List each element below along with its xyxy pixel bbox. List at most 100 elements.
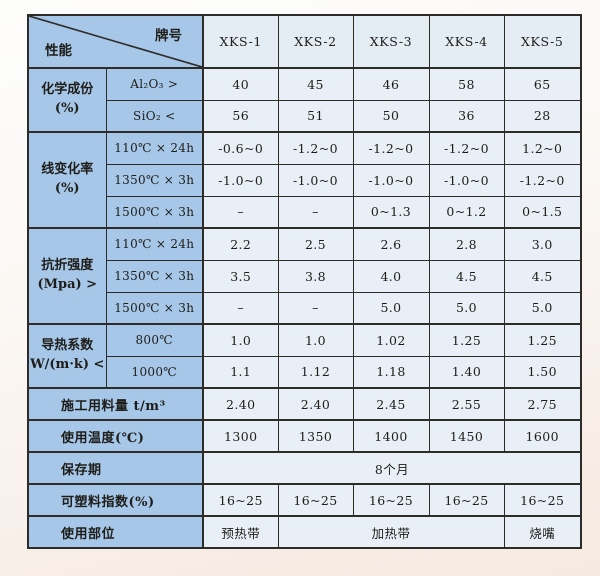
cell: 16~25 [277, 483, 354, 517]
cell: 2.55 [428, 387, 505, 421]
group-label-flexural-strength: 抗折强度 (Mpa) > [27, 227, 107, 325]
cell: -1.2~0 [428, 131, 505, 165]
cell: 36 [428, 99, 505, 133]
sub-label: 1500℃ × 3h [105, 291, 204, 325]
cell: 5.0 [503, 291, 582, 325]
table-row: 可塑料指数(%) 16~25 16~25 16~25 16~25 16~25 [27, 483, 582, 517]
table-row: 1000℃ 1.1 1.12 1.18 1.40 1.50 [28, 355, 582, 389]
cell: 40 [202, 67, 279, 101]
column-header-xks2: XKS-2 [277, 14, 354, 69]
row-label-service-temperature: 使用温度(℃) [27, 419, 204, 453]
sub-label: 1350℃ × 3h [105, 259, 204, 293]
cell: 5.0 [352, 291, 430, 325]
cell: 58 [428, 67, 505, 101]
cell: 16~25 [503, 483, 582, 517]
table-row: 导热系数 W/(m·k) < 800℃ 1.0 1.0 1.02 1.25 1.… [27, 323, 582, 389]
sub-label: Al₂O₃ > [105, 67, 204, 101]
column-header-xks4: XKS-4 [428, 14, 505, 69]
cell: 46 [352, 67, 430, 101]
table-row: 1350℃ × 3h -1.0~0 -1.0~0 -1.0~0 -1.0~0 -… [28, 163, 582, 197]
sub-label: 800℃ [105, 323, 204, 357]
cell: 51 [277, 99, 354, 133]
row-label-usage-amount: 施工用料量 t/m³ [27, 387, 204, 421]
header-brand-label: 牌号 [155, 28, 182, 44]
cell: 56 [202, 99, 279, 133]
table-row: 线变化率 (%) 110℃ × 24h -0.6~0 -1.2~0 -1.2~0… [27, 131, 582, 229]
cell: 0~1.5 [503, 195, 582, 229]
cell: 2.8 [428, 227, 505, 261]
cell: 50 [352, 99, 430, 133]
cell: -1.2~0 [352, 131, 430, 165]
group-label-chemical: 化学成份 (%) [27, 67, 107, 133]
cell: 2.40 [277, 387, 354, 421]
cell: 65 [503, 67, 582, 101]
table-row: 1500℃ × 3h – – 0~1.3 0~1.2 0~1.5 [28, 195, 582, 229]
cell: – [277, 291, 354, 325]
cell: – [202, 291, 279, 325]
application-zone-preheating: 预热带 [202, 515, 279, 549]
cell: 3.5 [202, 259, 279, 293]
column-header-xks3: XKS-3 [352, 14, 430, 69]
cell: 1.0 [277, 323, 354, 357]
cell: 1.18 [352, 355, 430, 389]
cell: 1350 [277, 419, 354, 453]
cell: 1.25 [503, 323, 582, 357]
cell: 1300 [202, 419, 279, 453]
cell: -0.6~0 [202, 131, 279, 165]
cell: 1.0 [202, 323, 279, 357]
table-row: 1350℃ × 3h 3.5 3.8 4.0 4.5 4.5 [28, 259, 582, 293]
sub-label: 1500℃ × 3h [105, 195, 204, 229]
spec-table: 牌号 性能 XKS-1 XKS-2 XKS-3 XKS-4 XKS-5 化学成份… [27, 14, 582, 549]
cell: 2.40 [202, 387, 279, 421]
cell: 1.1 [202, 355, 279, 389]
cell: 0~1.3 [352, 195, 430, 229]
cell: 4.5 [503, 259, 582, 293]
cell: 0~1.2 [428, 195, 505, 229]
cell: 4.5 [428, 259, 505, 293]
row-label-shelf-life: 保存期 [27, 451, 204, 485]
cell: 45 [277, 67, 354, 101]
sub-label: 110℃ × 24h [105, 131, 204, 165]
sub-label: SiO₂ < [105, 99, 204, 133]
cell: -1.2~0 [277, 131, 354, 165]
cell: -1.0~0 [428, 163, 505, 197]
cell: 2.75 [503, 387, 582, 421]
cell: 28 [503, 99, 582, 133]
cell: 2.6 [352, 227, 430, 261]
table-row: 1500℃ × 3h – – 5.0 5.0 5.0 [28, 291, 582, 325]
cell: 3.8 [277, 259, 354, 293]
table-row: 化学成份 (%) Al₂O₃ > 40 45 46 58 65 [27, 67, 582, 133]
cell: 1450 [428, 419, 505, 453]
cell: 5.0 [428, 291, 505, 325]
table-row: 施工用料量 t/m³ 2.40 2.40 2.45 2.55 2.75 [27, 387, 582, 421]
cell: -1.0~0 [352, 163, 430, 197]
cell: 1400 [352, 419, 430, 453]
application-zone-burner: 烧嘴 [503, 515, 582, 549]
sub-label: 110℃ × 24h [105, 227, 204, 261]
cell: – [202, 195, 279, 229]
cell: -1.0~0 [277, 163, 354, 197]
diagonal-divider [29, 16, 202, 67]
cell: 2.45 [352, 387, 430, 421]
cell: 1.40 [428, 355, 505, 389]
sub-label: 1000℃ [105, 355, 204, 389]
cell: 1600 [503, 419, 582, 453]
column-header-xks1: XKS-1 [202, 14, 279, 69]
cell: 2.5 [277, 227, 354, 261]
header-property-label: 性能 [45, 43, 72, 59]
group-label-thermal-conductivity: 导热系数 W/(m·k) < [27, 323, 107, 389]
table-row: 使用部位 预热带 加热带 烧嘴 [27, 515, 582, 549]
sub-label: 1350℃ × 3h [105, 163, 204, 197]
row-label-plasticity-index: 可塑料指数(%) [27, 483, 204, 517]
cell: 1.02 [352, 323, 430, 357]
cell: 1.12 [277, 355, 354, 389]
cell: 16~25 [202, 483, 279, 517]
shelf-life-value: 8个月 [202, 451, 582, 485]
cell: – [277, 195, 354, 229]
cell: 1.50 [503, 355, 582, 389]
cell: 16~25 [428, 483, 505, 517]
cell: 4.0 [352, 259, 430, 293]
table-row: 抗折强度 (Mpa) > 110℃ × 24h 2.2 2.5 2.6 2.8 … [27, 227, 582, 325]
table-row: 使用温度(℃) 1300 1350 1400 1450 1600 [27, 419, 582, 453]
diagonal-header-cell: 牌号 性能 [27, 14, 204, 69]
